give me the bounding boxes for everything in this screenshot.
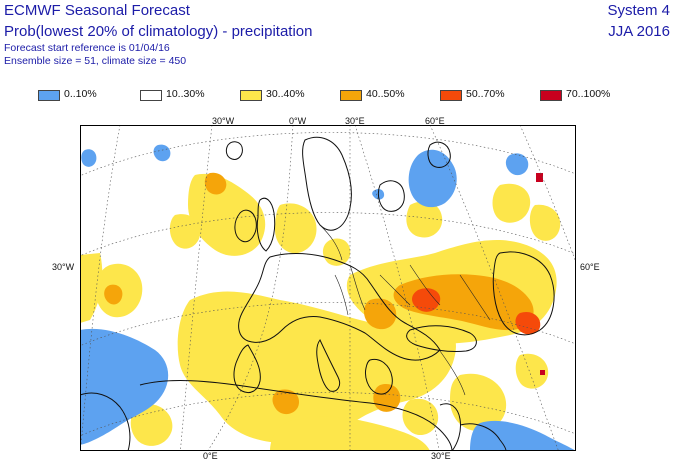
legend-label: 10..30% [166, 88, 205, 100]
caspian-sea-coast [492, 251, 555, 336]
prob-40-50-regions [104, 172, 534, 415]
legend-label: 40..50% [366, 88, 405, 100]
forecast-season: JJA 2016 [608, 23, 670, 40]
prob-50-70-regions [412, 288, 541, 335]
legend-swatch [440, 90, 462, 101]
map-subtitle: Prob(lowest 20% of climatology) - precip… [4, 23, 313, 40]
map-title: ECMWF Seasonal Forecast [4, 2, 190, 19]
continental-europe-coast [238, 252, 441, 361]
graticule-label-top-30e: 30°E [345, 116, 365, 126]
legend-label: 70..100% [566, 88, 611, 100]
map-frame-border [80, 125, 576, 451]
legend-swatch [340, 90, 362, 101]
prob-0-10-regions [80, 144, 576, 451]
italy-coast [316, 339, 341, 392]
precipitation-probability-map [80, 125, 576, 451]
iceland-coast [225, 141, 243, 160]
legend-label: 0..10% [64, 88, 97, 100]
finland-coast [377, 180, 405, 212]
scandinavia-coast [302, 136, 352, 231]
west-africa-coast [80, 392, 131, 451]
legend-swatch [240, 90, 262, 101]
graticule-label-right-60e: 60°E [580, 262, 600, 272]
ireland-coast [234, 209, 257, 243]
graticule-label-bottom-0e: 0°E [203, 451, 218, 461]
prob-70-100-spot [540, 370, 545, 375]
country-borders [319, 224, 491, 396]
prob-70-100-spot [536, 173, 543, 182]
levant-coast [439, 403, 461, 451]
graticule-label-top-30w: 30°W [212, 116, 235, 126]
arabia-coast [459, 423, 507, 451]
greece-coast [365, 358, 393, 395]
iberia-coast [233, 344, 261, 394]
legend-swatch [38, 90, 60, 101]
graticule-label-bottom-30e: 30°E [431, 451, 451, 461]
kola-coast [427, 141, 451, 168]
graticule-label-top-0w: 0°W [289, 116, 307, 126]
prob-70-100-regions [536, 173, 545, 375]
legend-label: 50..70% [466, 88, 505, 100]
graticule [80, 125, 576, 451]
legend-label: 30..40% [266, 88, 305, 100]
forecast-start-reference: Forecast start reference is 01/04/16 [4, 42, 170, 54]
graticule-label-top-60e: 60°E [425, 116, 445, 126]
north-africa-coast [139, 380, 453, 451]
system-version: System 4 [607, 2, 670, 19]
britain-coast [256, 197, 276, 252]
graticule-label-left-30w: 30°W [52, 262, 75, 272]
legend-swatch [540, 90, 562, 101]
black-sea-coast [406, 325, 477, 352]
legend: 0..10% 10..30% 30..40% 40..50% 50..70% 7… [38, 88, 638, 104]
ensemble-size: Ensemble size = 51, climate size = 450 [4, 55, 187, 67]
coastlines [80, 136, 555, 451]
legend-swatch [140, 90, 162, 101]
